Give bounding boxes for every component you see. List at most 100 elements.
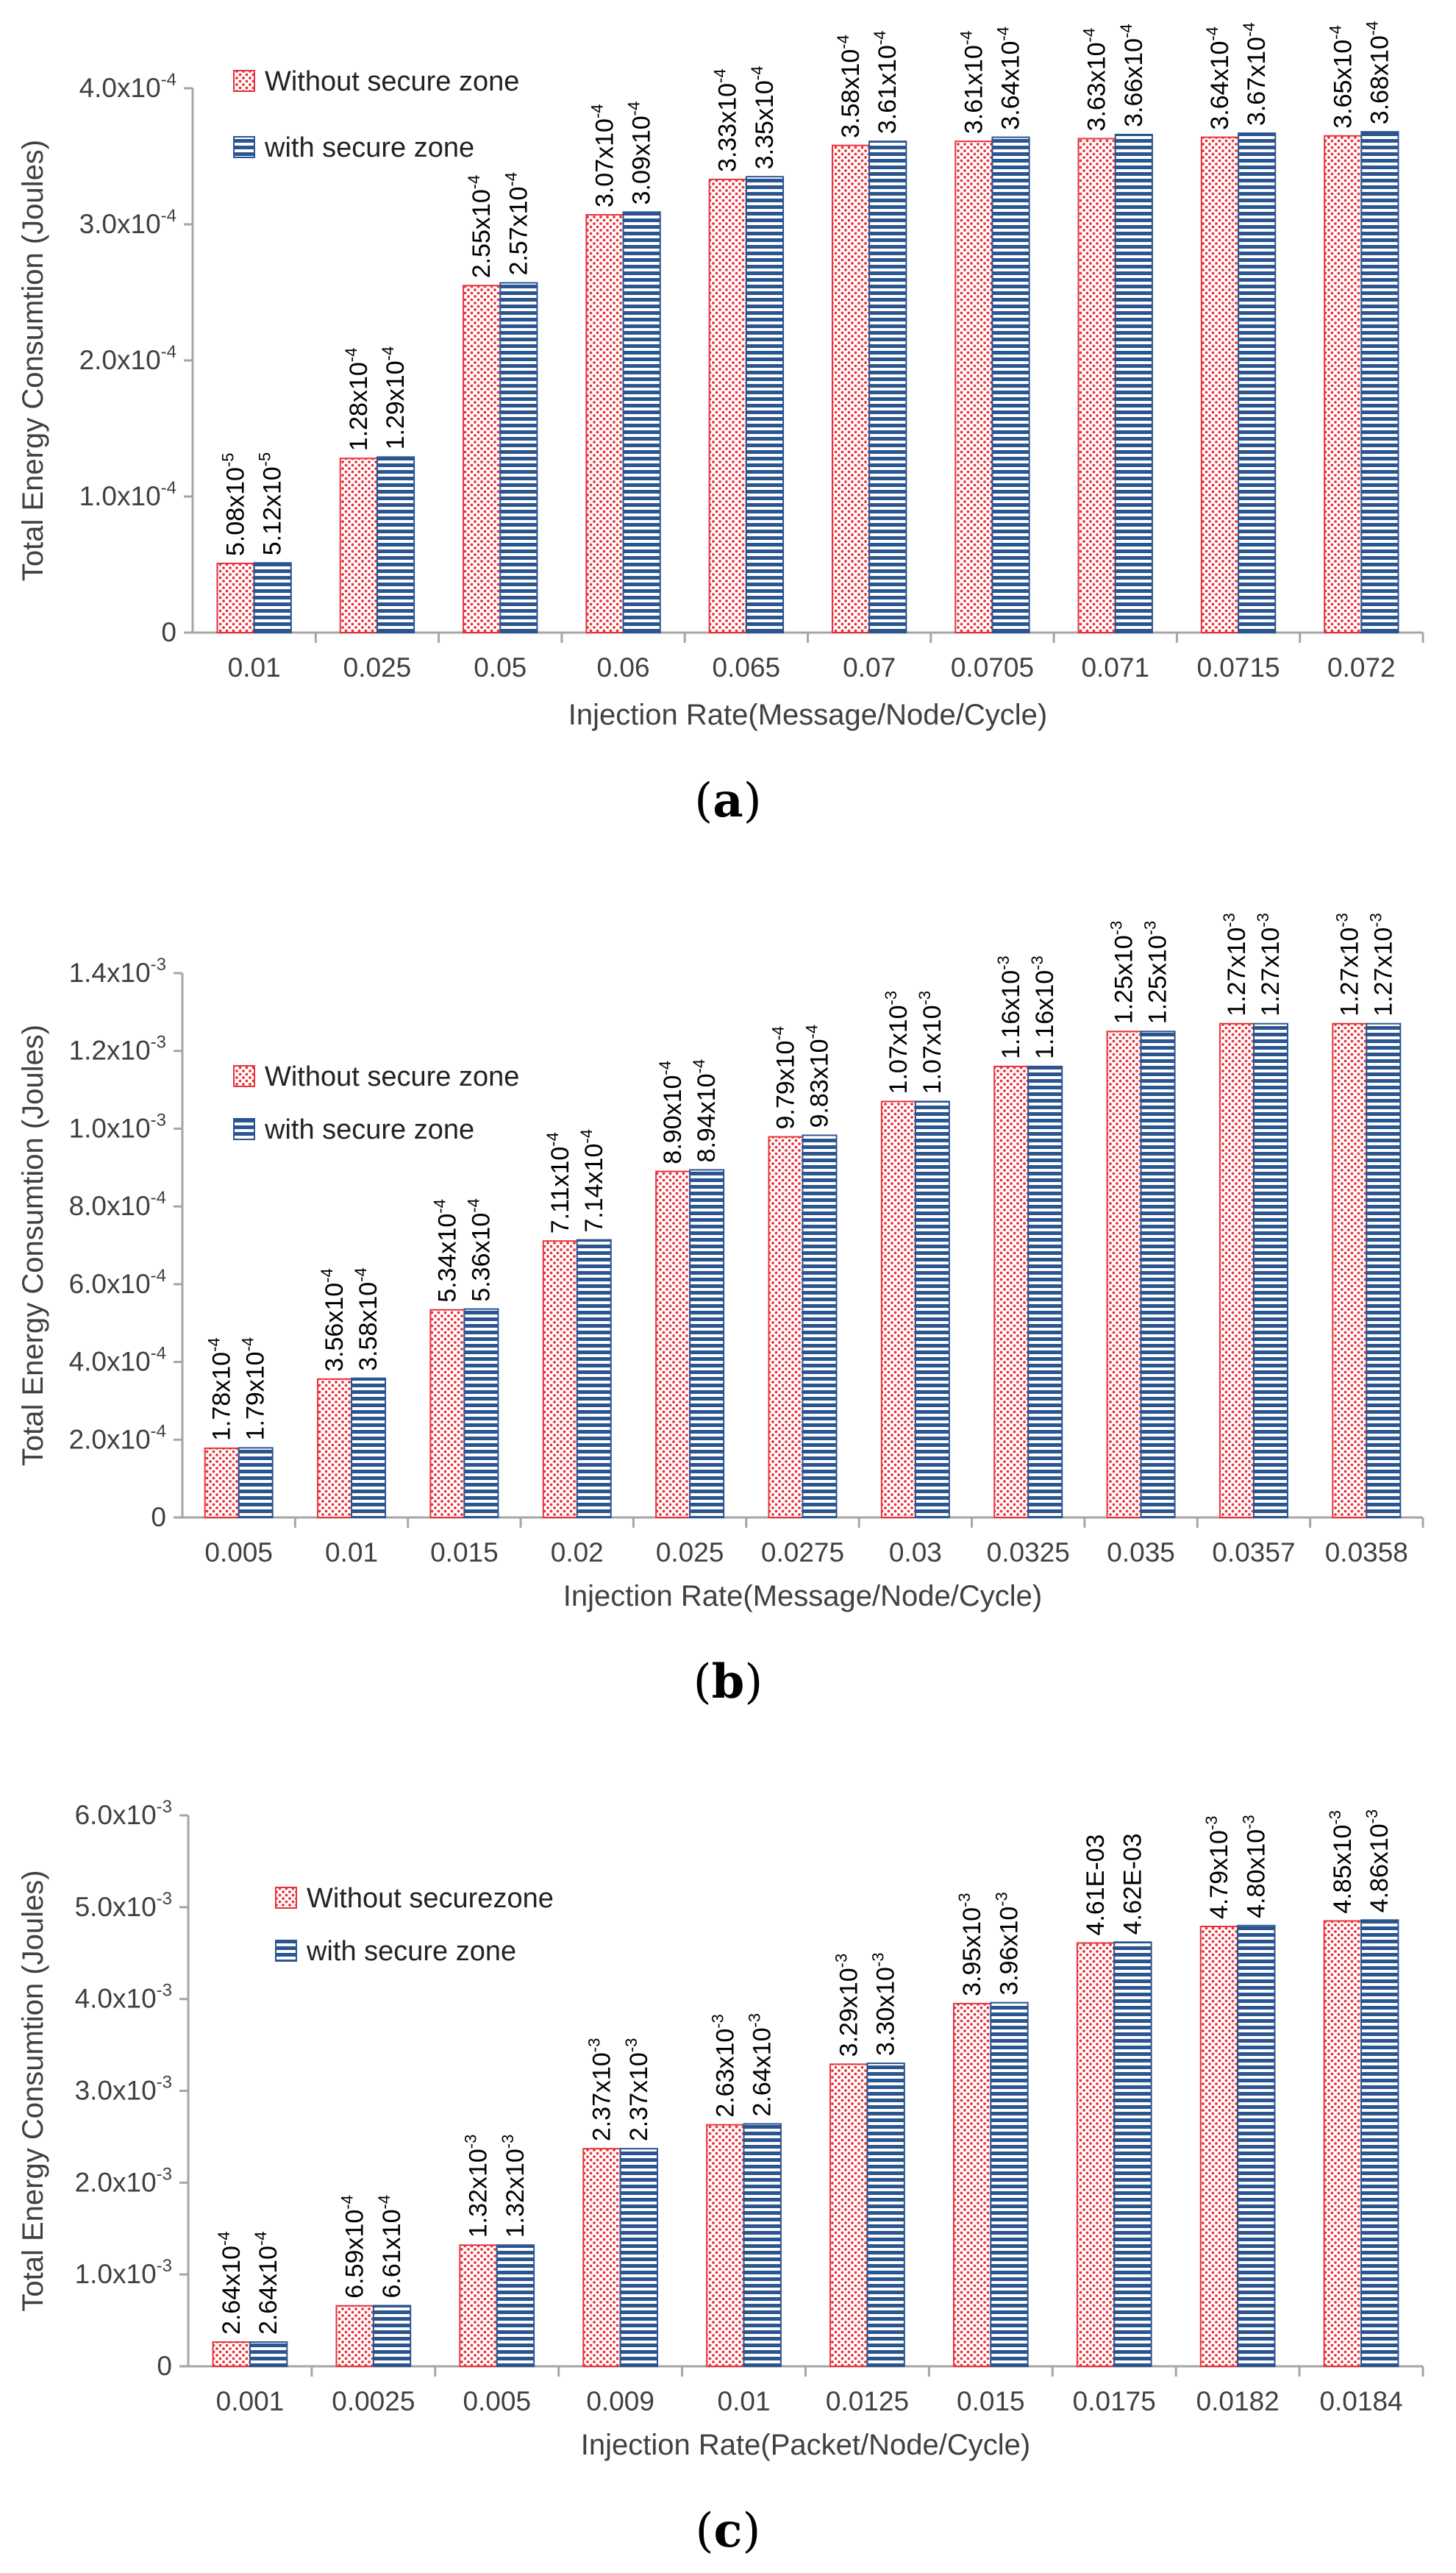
data-label: 1.78x10-4 <box>205 1337 236 1441</box>
data-label: 3.64x10-4 <box>994 26 1025 130</box>
x-tick-label: 0.035 <box>1107 1537 1175 1567</box>
data-label: 3.66x10-4 <box>1117 24 1148 127</box>
x-tick-label: 0.025 <box>343 652 412 683</box>
legend-item-without-secure-zone: Without securezone <box>275 1883 554 1914</box>
data-label: 3.33x10-4 <box>711 68 742 172</box>
data-label: 9.83x10-4 <box>803 1025 834 1128</box>
bar-without-secure-zone <box>1076 1942 1116 2367</box>
y-tick-label: 4.0x10-3 <box>75 1981 172 2014</box>
bar-with-secure-zone <box>1252 1022 1288 1518</box>
data-label: 1.07x10-3 <box>882 991 913 1095</box>
x-tick-label: 0.0705 <box>951 652 1034 683</box>
legend-label: Without secure zone <box>265 1061 519 1092</box>
bar-with-secure-zone <box>576 1239 612 1518</box>
x-tick-label: 0.01 <box>325 1537 378 1567</box>
y-axis-title: Total Energy Consumtion (Joules) <box>17 140 49 581</box>
data-label: 1.27x10-3 <box>1332 913 1363 1017</box>
legend-item-without-secure-zone: Without secure zone <box>233 66 519 97</box>
bar-with-secure-zone <box>496 2244 535 2367</box>
data-label: 5.36x10-4 <box>464 1198 495 1302</box>
bar-with-secure-zone <box>802 1134 838 1518</box>
data-label: 3.67x10-4 <box>1240 22 1271 126</box>
bar-with-secure-zone <box>991 136 1030 634</box>
x-tick-label: 0.0325 <box>987 1537 1070 1567</box>
bar-without-secure-zone <box>585 214 624 633</box>
y-tick-label: 1.0x10-3 <box>75 2256 172 2289</box>
y-tick-label: 6.0x10-3 <box>75 1797 172 1830</box>
y-axis-title: Total Energy Consumtion (Joules) <box>17 1025 49 1466</box>
legend-label: with secure zone <box>264 1114 474 1145</box>
bar-without-secure-zone <box>1199 1926 1239 2367</box>
legend-swatch <box>233 136 255 158</box>
x-tick-label: 0.06 <box>597 652 650 683</box>
bar-without-secure-zone <box>216 563 255 634</box>
y-axis-title: Total Energy Consumtion (Joules) <box>17 1870 49 2311</box>
bar-with-secure-zone <box>1360 1919 1399 2368</box>
y-tick-label: 1.0x10-3 <box>69 1110 166 1143</box>
data-label: 1.16x10-3 <box>994 955 1025 1059</box>
x-tick-label: 0.065 <box>713 652 781 683</box>
legend-swatch <box>233 1065 255 1087</box>
bar-without-secure-zone <box>1077 138 1116 633</box>
bar-with-secure-zone <box>351 1377 387 1519</box>
data-label: 3.29x10-3 <box>832 1954 863 2057</box>
x-tick-label: 0.0715 <box>1196 652 1280 683</box>
data-label: 4.85x10-3 <box>1326 1810 1357 1914</box>
data-label: 5.34x10-4 <box>430 1199 461 1303</box>
bar-with-secure-zone <box>376 456 415 633</box>
bar-without-secure-zone <box>952 2002 992 2368</box>
bar-with-secure-zone <box>1113 1941 1152 2367</box>
data-label: 2.64x10-4 <box>215 2231 246 2335</box>
bar-without-secure-zone <box>463 285 502 633</box>
legend-swatch <box>233 1118 255 1140</box>
data-label: 4.61E-03 <box>1082 1834 1110 1936</box>
bar-with-secure-zone <box>622 211 661 634</box>
y-tick-label: 1.2x10-3 <box>69 1033 166 1066</box>
y-tick-label: 2.0x10-3 <box>75 2164 172 2197</box>
y-tick-label: 6.0x10-4 <box>69 1266 166 1299</box>
x-tick-label: 0.072 <box>1327 652 1396 683</box>
x-tick-label: 0.07 <box>843 652 896 683</box>
chart-panel-a: 0 1.0x10-4 2.0x10-4 3.0x10-4 4.0x10-4 0.01 5.0… <box>17 21 1424 828</box>
data-label: 7.14x10-4 <box>577 1129 608 1233</box>
data-label: 6.61x10-4 <box>375 2195 406 2299</box>
bar-with-secure-zone <box>1366 1022 1402 1518</box>
bar-without-secure-zone <box>339 458 378 634</box>
bar-without-secure-zone <box>317 1378 353 1519</box>
bar-with-secure-zone <box>238 1447 274 1519</box>
chart-panel-b: 0 2.0x10-4 4.0x10-4 6.0x10-4 8.0x10-4 1.0x10-… <box>17 913 1424 1709</box>
y-tick-label: 2.0x10-4 <box>69 1421 166 1454</box>
data-label: 3.63x10-4 <box>1080 28 1111 132</box>
x-axis-title: Injection Rate(Packet/Node/Cycle) <box>581 2429 1030 2461</box>
legend-swatch <box>233 70 255 92</box>
data-label: 6.59x10-4 <box>338 2195 369 2299</box>
data-label: 1.27x10-3 <box>1366 913 1397 1017</box>
data-label: 8.94x10-4 <box>690 1059 721 1163</box>
bar-without-secure-zone <box>335 2305 374 2368</box>
x-tick-label: 0.005 <box>463 2386 531 2416</box>
data-label: 3.30x10-3 <box>869 1952 900 2056</box>
data-label: 3.09x10-4 <box>625 102 656 205</box>
data-label: 2.63x10-3 <box>708 2014 739 2118</box>
x-tick-label: 0.0125 <box>826 2386 909 2416</box>
data-label: 3.61x10-4 <box>957 31 988 135</box>
y-tick-label: 8.0x10-4 <box>69 1188 166 1221</box>
data-label: 1.29x10-4 <box>379 346 410 450</box>
y-tick-label: 2.0x10-4 <box>79 342 176 375</box>
chart-root: 0 1.0x10-4 2.0x10-4 3.0x10-4 4.0x10-4 0.01 5.0… <box>17 21 1424 2558</box>
x-tick-label: 0.0182 <box>1196 2386 1280 2416</box>
y-tick-label: 0 <box>157 2351 172 2381</box>
y-tick-label: 4.0x10-4 <box>69 1344 166 1377</box>
x-axis-title: Injection Rate(Message/Node/Cycle) <box>568 699 1047 731</box>
data-label: 1.28x10-4 <box>342 348 373 452</box>
legend-swatch <box>275 1887 297 1909</box>
x-tick-label: 0.015 <box>957 2386 1025 2416</box>
x-tick-label: 0.071 <box>1081 652 1149 683</box>
data-label: 1.25x10-3 <box>1107 921 1138 1025</box>
bar-without-secure-zone <box>582 2148 621 2368</box>
data-label: 9.79x10-4 <box>768 1026 799 1130</box>
data-label: 3.68x10-4 <box>1363 21 1393 125</box>
data-label: 3.58x10-4 <box>351 1267 382 1371</box>
bar-with-secure-zone <box>619 2148 659 2368</box>
